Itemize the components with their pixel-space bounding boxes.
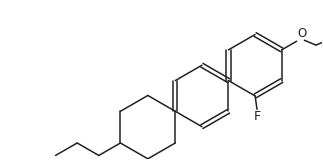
Text: F: F [254,110,261,123]
Text: O: O [297,27,307,40]
